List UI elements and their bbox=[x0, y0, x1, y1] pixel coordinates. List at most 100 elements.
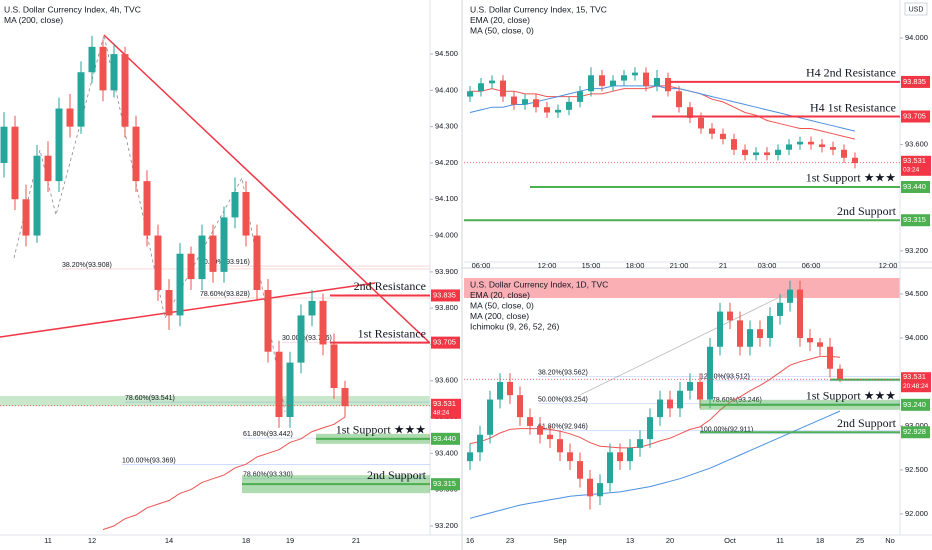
candle-body bbox=[477, 434, 483, 453]
y-tick-label: 94.200 bbox=[435, 158, 458, 167]
fib-label: 78.60%(93.330) bbox=[243, 472, 293, 479]
x-tick-label: 03:00 bbox=[758, 261, 777, 270]
candle-body bbox=[654, 77, 660, 86]
candle-body bbox=[231, 192, 239, 218]
candle-body bbox=[154, 235, 162, 291]
candle-body bbox=[717, 311, 723, 347]
candle-body bbox=[667, 399, 673, 409]
candle-body bbox=[330, 344, 338, 389]
x-tick-label: 19 bbox=[286, 536, 294, 545]
candle-body bbox=[852, 157, 858, 164]
candle-body bbox=[764, 152, 770, 156]
candle-body bbox=[533, 99, 539, 108]
candle-body bbox=[165, 290, 173, 316]
legend-entry: MA (200, close) bbox=[4, 15, 63, 25]
candle-body bbox=[66, 108, 74, 127]
legend-entry: EMA (20, close) bbox=[470, 290, 530, 300]
candle-body bbox=[727, 311, 733, 321]
level-label: 1st Support ★★★ bbox=[336, 423, 426, 437]
candle-body bbox=[830, 147, 836, 150]
candle-body bbox=[599, 75, 605, 86]
legend-entry: MA (200, close) bbox=[470, 311, 529, 321]
y-tick-label: 93.200 bbox=[905, 246, 928, 255]
level-label: H4 2nd Resistance bbox=[806, 66, 896, 80]
fib-label: 127.0%(93.512) bbox=[700, 374, 750, 381]
candle-body bbox=[731, 139, 737, 150]
x-tick-label: 18:00 bbox=[626, 261, 645, 270]
candle-body bbox=[489, 80, 495, 84]
candle-body bbox=[747, 329, 753, 347]
candle-body bbox=[566, 101, 572, 110]
x-tick-label: 06:00 bbox=[472, 261, 491, 270]
candle-body bbox=[676, 91, 682, 108]
candle-body bbox=[807, 337, 813, 343]
level-label: H4 1st Resistance bbox=[810, 100, 896, 114]
candle-body bbox=[687, 107, 693, 118]
countdown: 03:24 bbox=[903, 167, 920, 174]
indicator-line bbox=[470, 85, 856, 140]
last-price-tag bbox=[431, 398, 461, 419]
last-price-label: 93.531 bbox=[903, 372, 926, 381]
currency[interactable]: USD bbox=[909, 6, 924, 13]
x-tick-label: 18 bbox=[242, 536, 250, 545]
candle-body bbox=[132, 126, 140, 182]
candle-body bbox=[647, 417, 653, 440]
countdown: 48:24 bbox=[433, 410, 450, 417]
candle-body bbox=[819, 144, 825, 148]
candle-body bbox=[767, 315, 773, 338]
candle-body bbox=[522, 99, 528, 105]
y-tick-label: 92.500 bbox=[905, 465, 928, 474]
x-tick-label: 12:00 bbox=[538, 261, 557, 270]
candle-body bbox=[720, 133, 726, 140]
candle-body bbox=[55, 108, 63, 182]
countdown: 20:48:24 bbox=[903, 383, 929, 390]
candle-body bbox=[643, 72, 649, 86]
candle-body bbox=[77, 72, 85, 127]
level-label: 2nd Support bbox=[367, 468, 427, 482]
candle-body bbox=[610, 80, 616, 86]
price-tag-label: 93.315 bbox=[433, 479, 456, 488]
candle-body bbox=[687, 381, 693, 391]
y-tick-label: 93.600 bbox=[905, 139, 928, 148]
x-tick-label: 21:00 bbox=[670, 261, 689, 270]
candle-body bbox=[737, 320, 743, 347]
candle-body bbox=[507, 381, 513, 396]
currency-box[interactable] bbox=[904, 2, 928, 16]
chart-title: U.S. Dollar Currency Index, 15, TVC bbox=[470, 4, 607, 14]
candle-body bbox=[319, 300, 327, 345]
candle-body bbox=[308, 300, 316, 316]
level-label: 1st Resistance bbox=[358, 326, 426, 340]
y-tick-label: 94.100 bbox=[435, 194, 458, 203]
candle-body bbox=[698, 117, 704, 129]
candle-body bbox=[275, 351, 283, 418]
level-label: 2nd Resistance bbox=[354, 279, 426, 293]
candle-body bbox=[797, 289, 803, 338]
fib-label: 38.20%(93.908) bbox=[62, 262, 112, 269]
candle-body bbox=[817, 342, 823, 347]
x-tick-label: 21 bbox=[719, 261, 727, 270]
price-tag-label: 93.240 bbox=[903, 400, 926, 409]
candle-body bbox=[99, 46, 107, 91]
candle-body bbox=[753, 152, 759, 156]
candle-body bbox=[786, 144, 792, 150]
y-tick-label: 94.300 bbox=[435, 122, 458, 131]
candle-body bbox=[22, 199, 30, 236]
legend-entry: MA (50, close, 0) bbox=[470, 300, 534, 310]
candle-body bbox=[677, 390, 683, 409]
price-tag-label: 93.835 bbox=[903, 77, 926, 86]
y-tick-label: 93.800 bbox=[435, 303, 458, 312]
fib-label: 61.80%(92.946) bbox=[538, 424, 588, 431]
candle-body bbox=[709, 128, 715, 134]
candle-body bbox=[657, 399, 663, 418]
indicator-line bbox=[469, 355, 841, 449]
candle-body bbox=[621, 75, 627, 81]
price-tag-label: 93.705 bbox=[433, 338, 456, 347]
price-tag bbox=[431, 336, 460, 349]
x-tick-label: Oct bbox=[724, 536, 737, 545]
fib-label: 100.00%(92.911) bbox=[700, 427, 753, 434]
price-tag bbox=[431, 289, 460, 302]
x-tick-label: No bbox=[885, 536, 895, 545]
candle-body bbox=[837, 368, 843, 380]
last-price-label: 93.531 bbox=[903, 156, 926, 165]
